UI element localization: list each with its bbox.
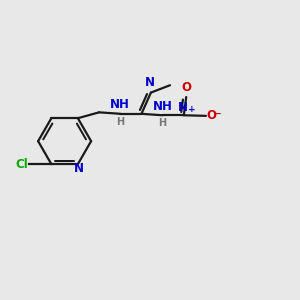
Text: +: + xyxy=(188,105,196,114)
Text: N: N xyxy=(178,101,188,114)
Text: H: H xyxy=(159,118,167,128)
Text: N: N xyxy=(145,76,155,89)
Text: NH: NH xyxy=(153,100,172,113)
Text: H: H xyxy=(116,117,124,127)
Text: N: N xyxy=(74,162,84,175)
Text: O: O xyxy=(181,81,191,94)
Text: O: O xyxy=(207,110,217,122)
Text: −: − xyxy=(212,109,221,119)
Text: Cl: Cl xyxy=(15,158,28,171)
Text: NH: NH xyxy=(110,98,130,111)
